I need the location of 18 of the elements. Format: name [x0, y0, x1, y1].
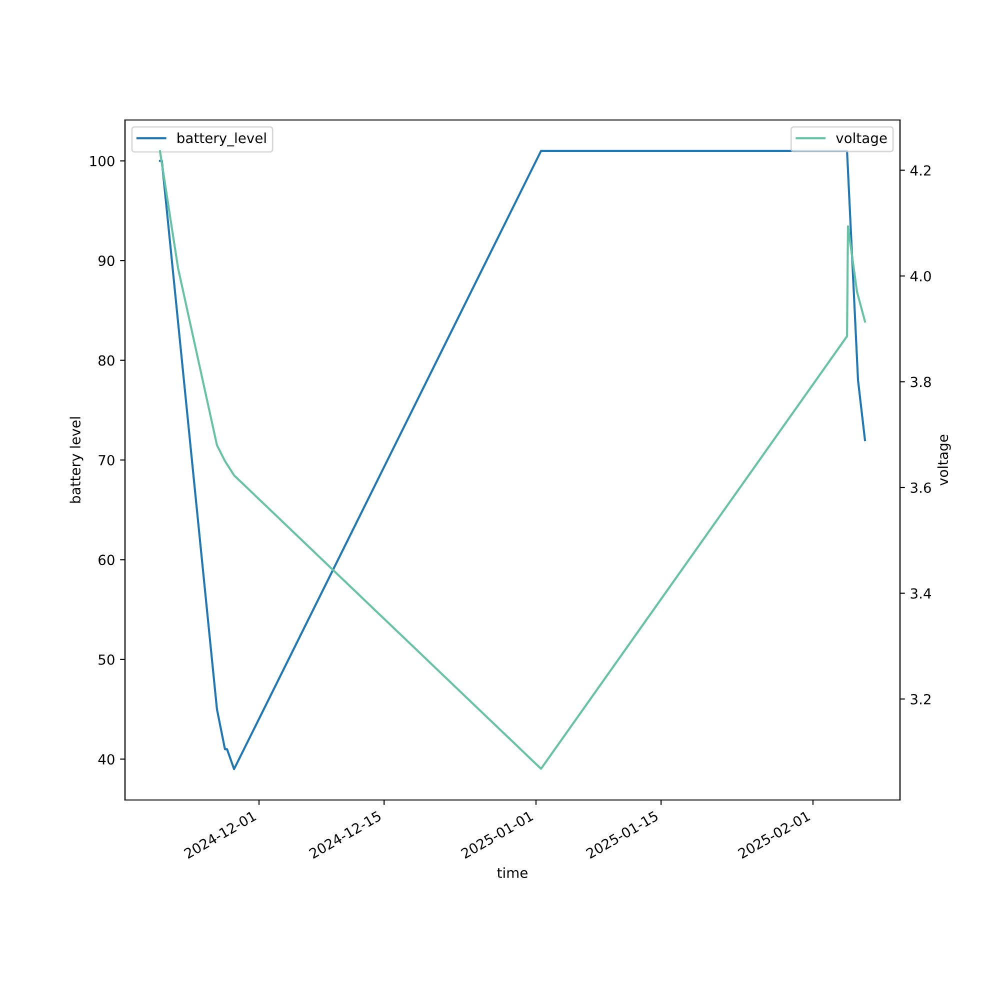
y-tick-label: 100 — [90, 156, 114, 166]
y-tick-label: 70 — [98, 454, 114, 466]
y2-tick-label: 4.2 — [910, 165, 930, 176]
legend-label: voltage — [836, 132, 887, 146]
legend-label: battery_level — [178, 132, 266, 146]
y2-tick-label: 3.8 — [910, 376, 931, 388]
y-tick-label: 50 — [98, 654, 114, 665]
y-axis-title: battery level — [70, 417, 84, 503]
y2-axis-title: voltage — [937, 434, 951, 486]
y2-tick-label: 4.0 — [910, 270, 931, 282]
y-tick-label: 40 — [98, 754, 114, 765]
y-tick-label: 90 — [98, 256, 114, 266]
y-tick-label: 60 — [98, 554, 114, 566]
y2-tick-label: 3.6 — [910, 482, 931, 493]
y2-tick-label: 3.2 — [910, 694, 930, 704]
x-axis-title: time — [497, 867, 528, 878]
y2-tick-label: 3.4 — [910, 588, 932, 599]
y-tick-label: 80 — [98, 355, 114, 366]
